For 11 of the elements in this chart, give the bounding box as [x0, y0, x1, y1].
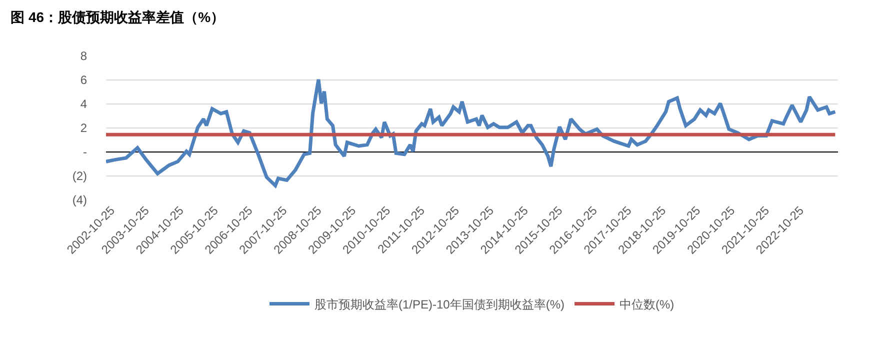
- legend-label: 股市预期收益率(1/PE)-10年国债到期收益率(%): [314, 297, 565, 312]
- chart-title: 图 46：股债预期收益率差值（%）: [10, 8, 225, 25]
- y-tick-label: (2): [72, 169, 87, 184]
- y-tick-label: 4: [80, 97, 88, 112]
- line-series: [106, 78, 837, 188]
- y-tick-label: -: [83, 145, 87, 160]
- legend-label: 中位数(%): [620, 297, 674, 312]
- y-tick-label: 6: [80, 73, 88, 88]
- y-tick-label: 8: [80, 49, 88, 64]
- y-tick-label: (4): [72, 193, 87, 208]
- y-tick-label: 2: [80, 121, 88, 136]
